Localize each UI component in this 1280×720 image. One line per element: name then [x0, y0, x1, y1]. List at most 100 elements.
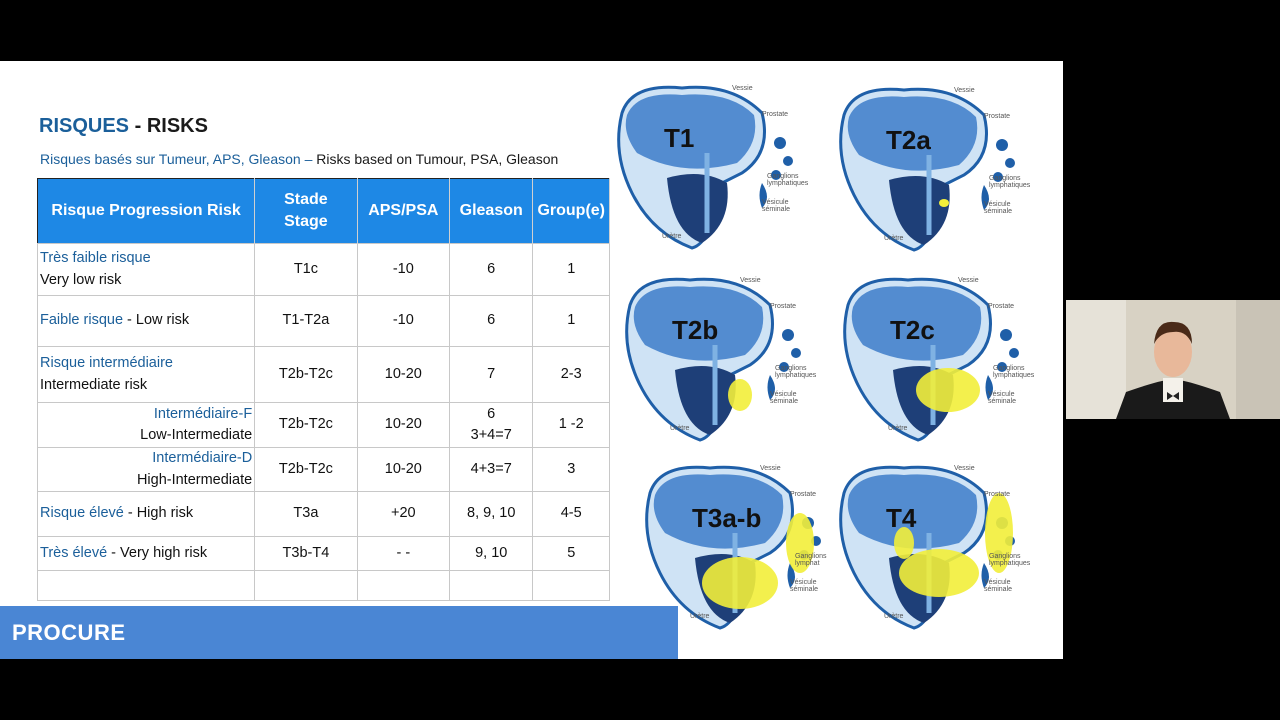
risk-label: Très faible risque Very low risk — [36, 243, 256, 296]
stage-cell: T1c — [254, 243, 358, 296]
psa-cell: 10-20 — [356, 346, 450, 403]
gleason-cell: 7 — [448, 346, 534, 403]
tumour-region — [899, 549, 979, 597]
gleason-cell: 6 — [448, 243, 534, 296]
presentation-slide: RISQUES - RISKS Risques basés sur Tumeur… — [0, 61, 1063, 659]
anatomy-label: Urètre — [884, 235, 904, 242]
tumour-region — [985, 493, 1013, 573]
header-risk: Risque Progression Risk — [37, 178, 256, 244]
gleason-cell: 8, 9, 10 — [448, 491, 534, 537]
psa-cell: +20 — [356, 491, 450, 537]
risk-label: Intermédiaire-F Low-Intermediate — [36, 402, 256, 448]
stage-label: T3a-b — [692, 503, 762, 533]
anatomy-label: Prostate — [984, 113, 1011, 120]
anatomy-label: Ganglions lymphatiques — [993, 365, 1035, 379]
stage-label: T2c — [890, 315, 935, 345]
table-row: Risque intermédiaire Intermediate risk T2… — [36, 346, 610, 403]
table-row: Très faible risque Very low risk T1c -10 … — [36, 243, 610, 296]
diagram-t2b: T2b Vessie Prostate Ganglions lymphatiques V… — [620, 275, 820, 445]
table-row: Risque élevé - High risk T3a +20 8, 9, 1… — [36, 491, 610, 537]
prostate-diagrams: T1 Vessie Prostate Ganglions lymphatiques Vé… — [612, 83, 1062, 643]
psa-cell: - - — [356, 536, 450, 571]
anatomy-label: Prostate — [790, 491, 817, 498]
header-gleason: Gleason — [449, 178, 534, 244]
anatomy-label: Vessie — [732, 85, 753, 92]
stage-cell: T3a — [254, 491, 358, 537]
tumour-region — [939, 199, 949, 207]
risk-label: Faible risque - Low risk — [36, 295, 256, 347]
anatomy-label: Vésicule séminale — [984, 579, 1013, 593]
tumour-region — [916, 368, 980, 412]
table-row: Très élevé - Very high risk T3b-T4 - - 9… — [36, 536, 610, 571]
procure-logo: PROCURE — [12, 620, 126, 645]
anatomy-label: Prostate — [770, 303, 797, 310]
risk-label: Risque élevé - High risk — [36, 491, 256, 537]
anatomy-label: Urètre — [884, 613, 904, 620]
table-row: Faible risque - Low risk T1-T2a -10 6 1 — [36, 295, 610, 347]
psa-cell: 10-20 — [356, 402, 450, 448]
tumour-region — [702, 557, 778, 609]
stage-cell: T2b-T2c — [254, 402, 358, 448]
anatomy-label: Ganglions lymphatiques — [989, 553, 1031, 567]
anatomy-label: Vésicule séminale — [988, 391, 1017, 405]
psa-cell: 10-20 — [356, 447, 450, 492]
psa-cell: -10 — [356, 243, 450, 296]
stage-label: T2b — [672, 315, 719, 345]
diagram-t3a-b: T3a-b Vessie Prostate Ganglions lymphat Vési… — [640, 463, 840, 633]
stage-label: T2a — [886, 125, 931, 155]
risk-label: Risque intermédiaire Intermediate risk — [36, 346, 256, 403]
group-cell: 4-5 — [532, 491, 610, 537]
table-row: Intermédiaire-F Low-Intermediate T2b-T2c … — [36, 402, 610, 448]
gleason-cell: 6 — [448, 295, 534, 347]
anatomy-label: Urètre — [662, 233, 682, 240]
table-header-row: Risque Progression Risk Stade Stage APS/P… — [37, 178, 610, 244]
header-psa: APS/PSA — [357, 178, 450, 244]
stage-label: T1 — [664, 123, 695, 153]
table-row: Intermédiaire-D High-Intermediate T2b-T2c… — [36, 447, 610, 492]
anatomy-label: Vessie — [958, 277, 979, 284]
footer-bar: PROCURE — [0, 606, 678, 659]
diagram-t4: T4 Vessie Prostate Ganglions lymphatiques Vé… — [834, 463, 1034, 633]
diagram-t2a: T2a Vessie Prostate Ganglions lymphatiques V… — [834, 85, 1034, 255]
webcam-video — [1066, 300, 1280, 419]
group-cell: 2-3 — [532, 346, 610, 403]
presenter-image — [1066, 300, 1280, 419]
anatomy-label: Vésicule séminale — [984, 201, 1013, 215]
stage-cell: T2b-T2c — [254, 346, 358, 403]
anatomy-label: Vessie — [740, 277, 761, 284]
header-stage: Stade Stage — [254, 178, 358, 244]
anatomy-label: Urètre — [670, 425, 690, 432]
diagram-t2c: T2c Vessie Prostate Ganglions lymphatiques V… — [838, 275, 1038, 445]
stage-label: T4 — [886, 503, 917, 533]
anatomy-label: Urètre — [690, 613, 710, 620]
anatomy-label: Vessie — [954, 87, 975, 94]
gleason-cell: 9, 10 — [448, 536, 534, 571]
gleason-cell: 4+3=7 — [448, 447, 534, 492]
group-cell: 5 — [532, 536, 610, 571]
risk-label: Intermédiaire-D High-Intermediate — [36, 447, 256, 492]
anatomy-label: Vésicule séminale — [762, 199, 791, 213]
anatomy-label: Prostate — [762, 111, 789, 118]
anatomy-label: Ganglions lymphatiques — [989, 175, 1031, 189]
anatomy-label: Prostate — [988, 303, 1015, 310]
stage-cell: T2b-T2c — [254, 447, 358, 492]
tumour-region — [786, 513, 814, 573]
psa-cell: -10 — [356, 295, 450, 347]
anatomy-label: Vessie — [760, 465, 781, 472]
anatomy-label: Prostate — [984, 491, 1011, 498]
anatomy-label: Ganglions lymphatiques — [767, 173, 809, 187]
table-row-empty — [36, 570, 610, 601]
tumour-region — [894, 527, 914, 559]
risk-label: Très élevé - Very high risk — [36, 536, 256, 571]
stage-cell: T3b-T4 — [254, 536, 358, 571]
anatomy-label: Vésicule séminale — [790, 579, 819, 593]
anatomy-label: Ganglions lymphatiques — [775, 365, 817, 379]
risk-table: Risque Progression Risk Stade Stage APS/P… — [36, 178, 610, 601]
anatomy-label: Vessie — [954, 465, 975, 472]
stage-cell: T1-T2a — [254, 295, 358, 347]
slide-title: RISQUES - RISKS — [39, 115, 208, 137]
group-cell: 1 — [532, 243, 610, 296]
slide-subtitle: Risques basés sur Tumeur, APS, Gleason –… — [40, 151, 559, 167]
header-group: Group(e) — [532, 178, 610, 244]
diagram-t1: T1 Vessie Prostate Ganglions lymphatiques Vé… — [612, 83, 812, 253]
